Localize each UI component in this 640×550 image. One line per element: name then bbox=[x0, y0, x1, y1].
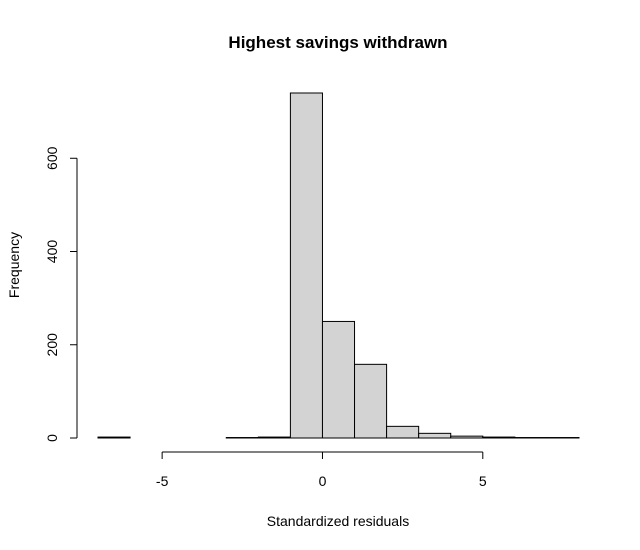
y-tick-label-1: 200 bbox=[44, 333, 60, 357]
histogram-bar-10 bbox=[418, 432, 452, 439]
x-tick-label-2: 5 bbox=[479, 473, 487, 489]
histogram-bars bbox=[97, 92, 580, 439]
y-tick-label-2: 400 bbox=[44, 240, 60, 264]
x-tick-label-0: -5 bbox=[156, 473, 169, 489]
histogram-bar-7 bbox=[321, 320, 356, 439]
x-axis-label: Standardized residuals bbox=[267, 513, 409, 529]
y-axis: 0 200 400 600 bbox=[44, 146, 78, 442]
chart-title: Highest savings withdrawn bbox=[228, 33, 447, 52]
histogram-bar-8 bbox=[354, 363, 388, 439]
y-tick-label-0: 0 bbox=[44, 434, 60, 442]
y-tick-label-3: 600 bbox=[44, 146, 60, 170]
y-axis-label: Frequency bbox=[6, 232, 22, 298]
histogram-bar-9 bbox=[386, 425, 420, 439]
histogram-bar-12 bbox=[482, 436, 516, 439]
histogram-bar-11 bbox=[450, 435, 484, 439]
histogram-bar-0 bbox=[97, 436, 131, 439]
histogram-bar-6 bbox=[289, 92, 323, 439]
x-axis: -5 0 5 bbox=[156, 451, 487, 489]
x-tick-label-1: 0 bbox=[319, 473, 327, 489]
histogram-bar-5 bbox=[257, 436, 291, 439]
